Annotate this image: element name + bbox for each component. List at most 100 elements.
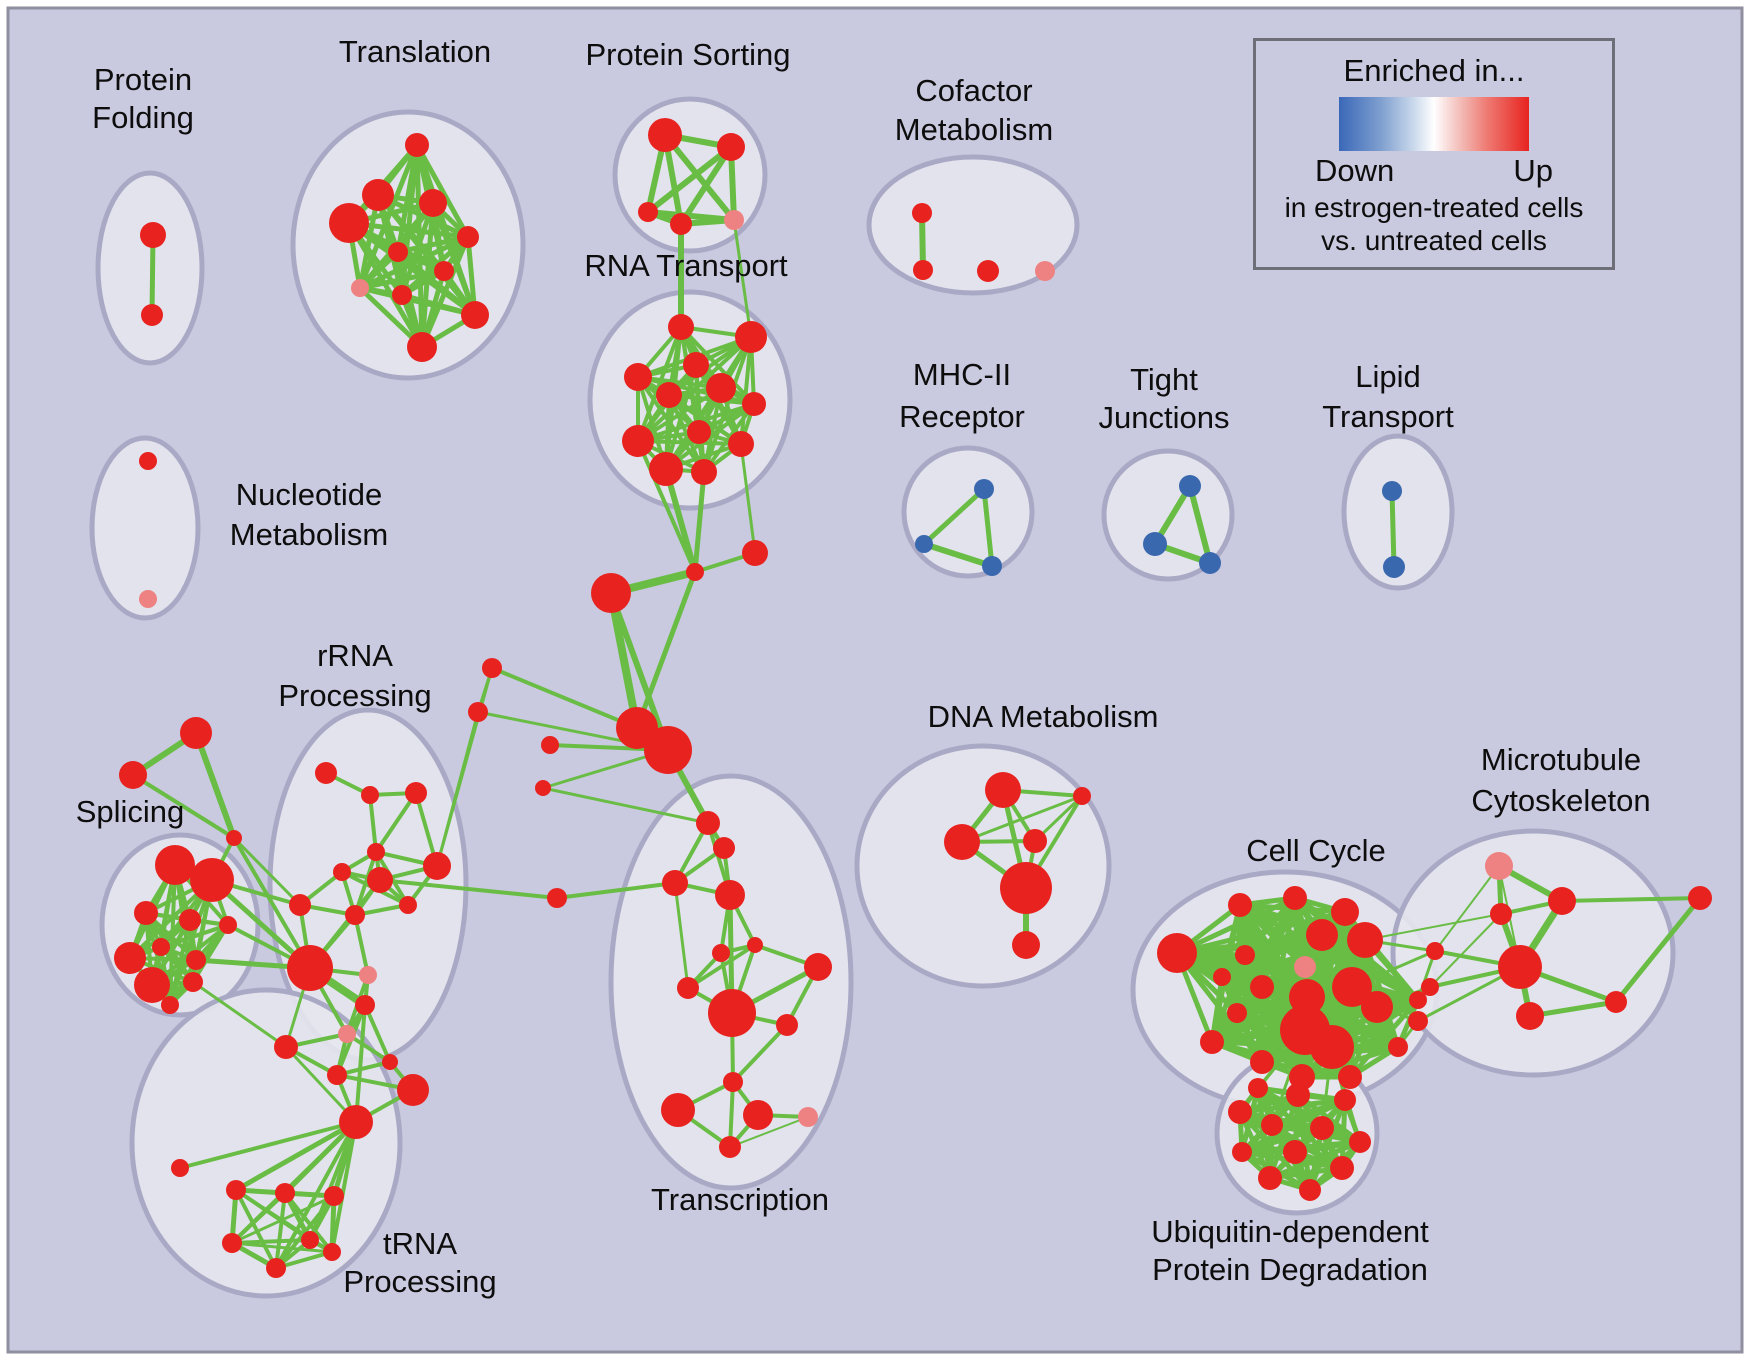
gene-set-node[interactable] [457,226,479,248]
gene-set-node[interactable] [743,1100,773,1130]
gene-set-node[interactable] [1235,945,1255,965]
gene-set-node[interactable] [1331,898,1359,926]
gene-set-node[interactable] [461,301,489,329]
gene-set-node[interactable] [1294,956,1316,978]
gene-set-node[interactable] [1023,829,1047,853]
gene-set-node[interactable] [1306,919,1338,951]
gene-set-node[interactable] [913,260,933,280]
gene-set-node[interactable] [274,1035,298,1059]
gene-set-node[interactable] [1332,967,1372,1007]
gene-set-node[interactable] [1258,1166,1282,1190]
gene-set-node[interactable] [419,189,447,217]
gene-set-node[interactable] [717,133,745,161]
gene-set-node[interactable] [715,880,745,910]
gene-set-node[interactable] [367,843,385,861]
gene-set-node[interactable] [1516,1002,1544,1030]
gene-set-node[interactable] [289,894,311,916]
gene-set-node[interactable] [361,786,379,804]
gene-set-node[interactable] [742,540,768,566]
gene-set-node[interactable] [140,222,166,248]
gene-set-node[interactable] [706,373,736,403]
gene-set-node[interactable] [1179,475,1201,497]
gene-set-node[interactable] [1250,975,1274,999]
gene-set-node[interactable] [399,896,417,914]
gene-set-node[interactable] [405,782,427,804]
gene-set-node[interactable] [266,1258,286,1278]
gene-set-node[interactable] [351,279,369,297]
gene-set-node[interactable] [367,867,393,893]
gene-set-node[interactable] [134,967,170,1003]
gene-set-node[interactable] [735,321,767,353]
gene-set-node[interactable] [668,314,694,340]
gene-set-node[interactable] [591,573,631,613]
gene-set-node[interactable] [1248,1078,1268,1098]
gene-set-node[interactable] [1000,862,1052,914]
gene-set-node[interactable] [324,1186,344,1206]
gene-set-node[interactable] [1286,1083,1310,1107]
gene-set-node[interactable] [141,304,163,326]
gene-set-node[interactable] [1490,903,1512,925]
gene-set-node[interactable] [982,556,1002,576]
gene-set-node[interactable] [1157,933,1197,973]
gene-set-node[interactable] [434,261,454,281]
gene-set-node[interactable] [1421,978,1439,996]
gene-set-node[interactable] [724,210,744,230]
gene-set-node[interactable] [728,431,754,457]
gene-set-node[interactable] [1388,1037,1408,1057]
gene-set-node[interactable] [638,202,658,222]
gene-set-node[interactable] [662,870,688,896]
gene-set-node[interactable] [742,392,766,416]
gene-set-node[interactable] [696,811,720,835]
gene-set-node[interactable] [1334,1089,1356,1111]
gene-set-node[interactable] [333,863,351,881]
gene-set-node[interactable] [644,726,692,774]
gene-set-node[interactable] [179,909,201,931]
gene-set-node[interactable] [798,1107,818,1127]
gene-set-node[interactable] [944,824,980,860]
gene-set-node[interactable] [1409,991,1427,1009]
gene-set-node[interactable] [719,1136,741,1158]
gene-set-node[interactable] [1283,1140,1307,1164]
gene-set-node[interactable] [219,916,237,934]
gene-set-node[interactable] [712,944,730,962]
gene-set-node[interactable] [1199,552,1221,574]
gene-set-node[interactable] [1261,1114,1283,1136]
gene-set-node[interactable] [139,452,157,470]
gene-set-node[interactable] [1408,1011,1428,1031]
gene-set-node[interactable] [713,837,735,859]
gene-set-node[interactable] [382,1054,398,1070]
gene-set-node[interactable] [139,590,157,608]
gene-set-node[interactable] [171,1159,189,1177]
gene-set-node[interactable] [338,1025,356,1043]
gene-set-node[interactable] [1310,1025,1354,1069]
gene-set-node[interactable] [1228,1100,1252,1124]
gene-set-node[interactable] [670,213,692,235]
gene-set-node[interactable] [677,977,699,999]
gene-set-node[interactable] [355,995,375,1015]
gene-set-node[interactable] [287,945,333,991]
gene-set-node[interactable] [1688,886,1712,910]
gene-set-node[interactable] [1426,942,1444,960]
gene-set-node[interactable] [1299,1179,1321,1201]
gene-set-node[interactable] [1605,991,1627,1013]
gene-set-node[interactable] [1228,893,1252,917]
gene-set-node[interactable] [977,260,999,282]
gene-set-node[interactable] [776,1014,798,1036]
gene-set-node[interactable] [301,1231,319,1249]
gene-set-node[interactable] [661,1093,695,1127]
gene-set-node[interactable] [327,1065,347,1085]
gene-set-node[interactable] [1213,968,1231,986]
gene-set-node[interactable] [985,772,1021,808]
gene-set-node[interactable] [345,905,365,925]
gene-set-node[interactable] [392,285,412,305]
gene-set-node[interactable] [723,1072,743,1092]
gene-set-node[interactable] [397,1074,429,1106]
gene-set-node[interactable] [405,133,429,157]
gene-set-node[interactable] [649,452,683,486]
gene-set-node[interactable] [482,658,502,678]
gene-set-node[interactable] [119,761,147,789]
gene-set-node[interactable] [1498,945,1542,989]
gene-set-node[interactable] [915,535,933,553]
gene-set-node[interactable] [1035,261,1055,281]
gene-set-node[interactable] [226,830,242,846]
